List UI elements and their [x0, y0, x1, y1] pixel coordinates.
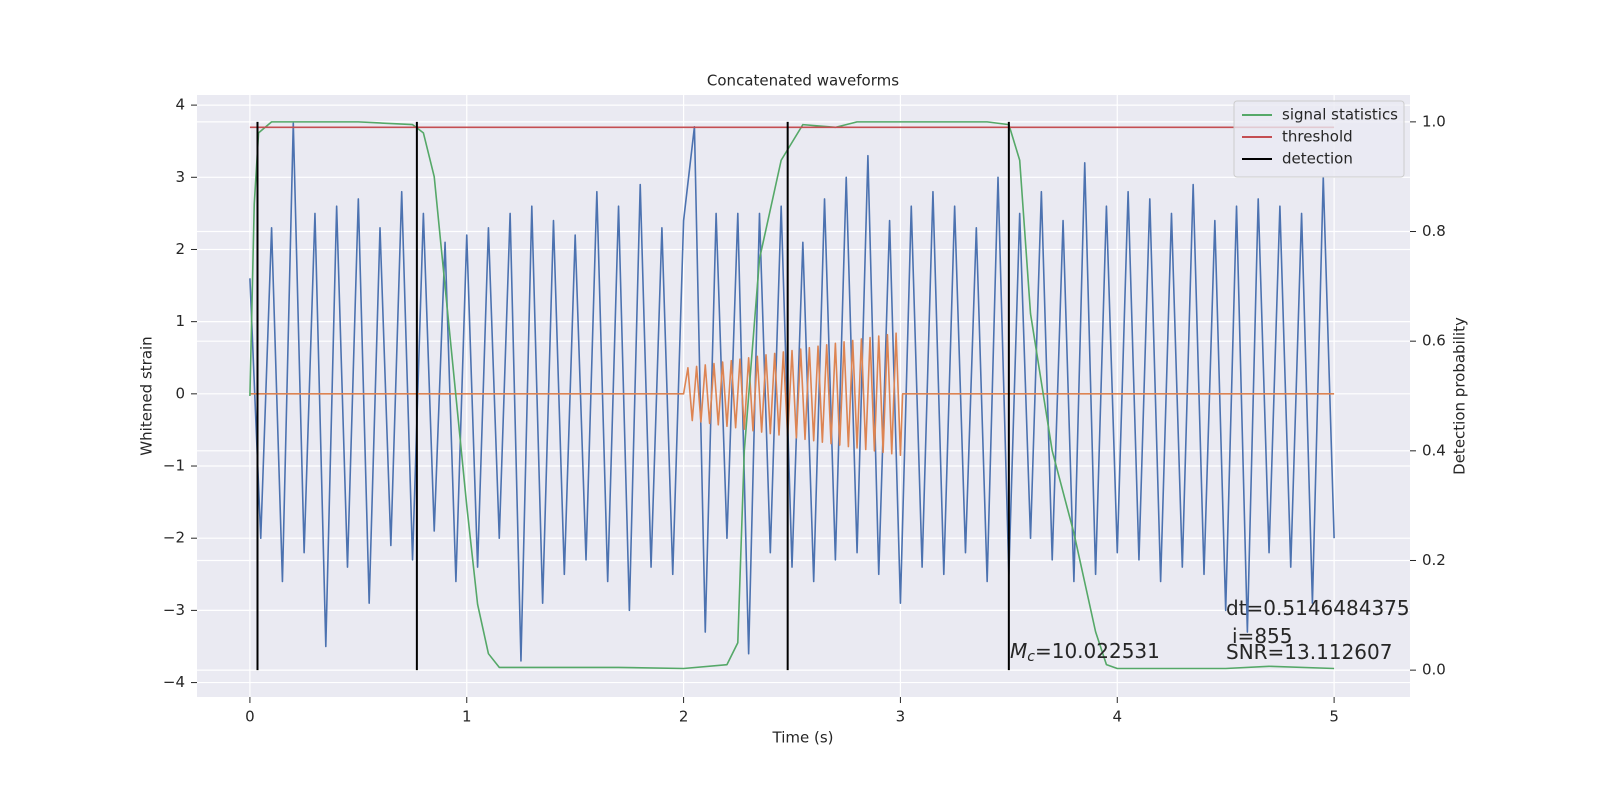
- annotation: i=855: [1232, 624, 1293, 648]
- y-tick-label: −1: [163, 457, 185, 475]
- y2-tick-label: 0.6: [1422, 332, 1446, 350]
- annotation-symbol: M: [1010, 639, 1027, 663]
- y2-tick-label: 0.4: [1422, 441, 1446, 459]
- annotation-text: i=855: [1232, 624, 1293, 648]
- x-tick-label: 2: [679, 708, 689, 726]
- legend-box: [1233, 100, 1405, 178]
- y-tick-label: −3: [163, 601, 185, 619]
- y-axis-label: Whitened strain: [138, 336, 156, 455]
- x-tick-label: 3: [896, 708, 906, 726]
- y2-tick-label: 1.0: [1422, 112, 1446, 130]
- annotation: Mc=10.022531: [1010, 639, 1160, 666]
- annotation: SNR=13.112607: [1226, 640, 1392, 664]
- x-tick-label: 4: [1112, 708, 1122, 726]
- y-tick-label: 3: [175, 168, 185, 186]
- annotation-text: SNR=13.112607: [1226, 640, 1392, 664]
- y-tick-label: 1: [175, 312, 185, 330]
- waveform-line: [249, 122, 1335, 662]
- x-tick-label: 5: [1329, 708, 1339, 726]
- annotation-text: dt=0.5146484375: [1226, 596, 1410, 620]
- chart-title: Concatenated waveforms: [707, 72, 899, 90]
- annotation: dt=0.5146484375: [1226, 596, 1410, 620]
- y2-tick-label: 0.2: [1422, 551, 1446, 569]
- legend-label: signal statistics: [1282, 106, 1398, 124]
- x-tick-label: 1: [462, 708, 472, 726]
- annotation-text: =10.022531: [1035, 639, 1160, 663]
- y2-tick-label: 0.8: [1422, 222, 1446, 240]
- waveform-line: [249, 332, 1335, 456]
- y-tick-label: 2: [175, 240, 185, 258]
- x-axis-label: Time (s): [772, 729, 834, 747]
- legend-label: threshold: [1282, 128, 1353, 146]
- y-tick-label: 0: [175, 384, 185, 402]
- y-tick-label: −4: [163, 673, 185, 691]
- annotation-subscript: c: [1027, 649, 1035, 665]
- x-tick-label: 0: [245, 708, 255, 726]
- y2-axis-label: Detection probability: [1451, 317, 1469, 475]
- y-tick-label: 4: [175, 96, 185, 114]
- y2-tick-label: 0.0: [1422, 661, 1446, 679]
- legend-label: detection: [1282, 150, 1353, 168]
- series-line: [249, 121, 1335, 670]
- y-tick-label: −2: [163, 529, 185, 547]
